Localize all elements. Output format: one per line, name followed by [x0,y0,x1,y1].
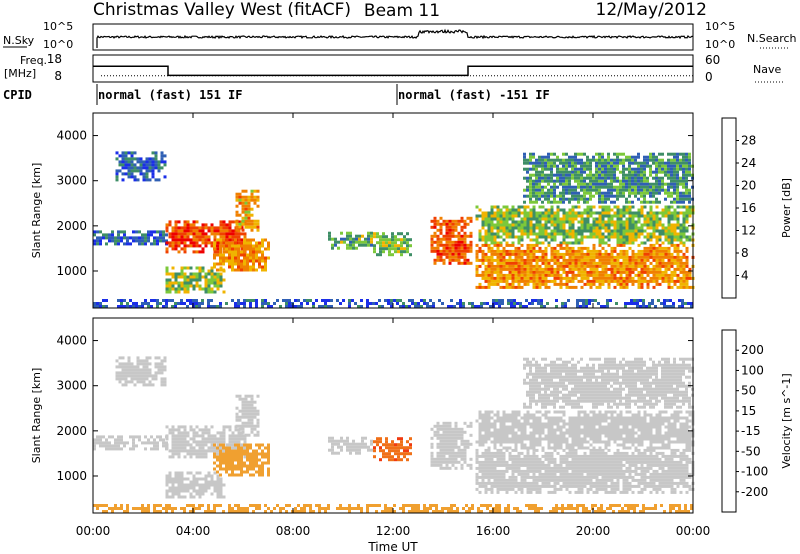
colorbar-tick-label: 16 [741,201,756,215]
colorbar-tick-label: 8 [741,246,749,260]
velocity-y-ticks: 1000 2000 3000 4000 [56,334,693,483]
echo-region [235,189,260,232]
cpid-segment-label: normal (fast) 151 IF [98,88,243,102]
freq-label: Freq. [20,54,47,67]
echo-region [213,443,270,477]
colorbar-frame [721,117,737,299]
x-tick-label: 08:00 [276,524,311,538]
velocity-echoes [93,356,695,513]
colorbar-tick-label: 200 [741,343,764,357]
y-tick-label: 4000 [56,129,87,143]
nave-tick-top: 60 [705,53,720,67]
velocity-colorbar: 200 100 50 15 -15 -50 -100 -200 [721,329,768,513]
echo-region [328,231,373,250]
echo-region [213,238,270,272]
freq-panel-frame [92,54,694,83]
echo-region [93,230,168,246]
nsky-trace [96,28,694,48]
cpid-segments: normal (fast) 151 IF normal (fast) -151 I… [96,84,550,105]
colorbar-tick-label: -50 [741,444,761,458]
freq-unit: [MHz] [4,67,36,80]
x-tick-label: 12:00 [376,524,411,538]
colorbar-tick-label: 15 [741,404,756,418]
colorbar-tick-label: -15 [741,424,761,438]
freq-trace [93,65,693,77]
nave-label: Nave [753,63,781,76]
x-tick-label: 20:00 [576,524,611,538]
chart-title: Christmas Valley West (fitACF) [93,0,351,20]
nsearch-label: N.Search [747,32,797,45]
x-tick-label: 00:00 [76,524,111,538]
echo-region [475,205,695,245]
nsky-tick-bottom: 10^0 [43,38,73,51]
x-tick-label: 16:00 [476,524,511,538]
x-axis-ticks: 00:00 04:00 08:00 12:00 16:00 20:00 00:00 [76,113,711,538]
y-tick-label: 1000 [56,264,87,278]
echo-region [475,448,695,494]
echo-region [328,436,373,455]
echo-region [475,243,695,289]
nave-tick-bottom: 0 [705,70,713,84]
cpid-segment-label: normal (fast) -151 IF [398,88,550,102]
echo-region [475,410,695,450]
velocity-y-axis-label: Slant Range [km] [30,368,43,464]
nsearch-tick-bottom: 10^0 [705,38,735,51]
power-y-axis-label: Slant Range [km] [30,163,43,259]
echo-region [373,437,412,462]
date-label: 12/May/2012 [596,0,708,20]
colorbar-tick-label: 50 [741,384,756,398]
velocity-colorbar-label: Velocity [m s^-1] [780,373,793,468]
freq-tick-bottom: 8 [54,69,62,83]
colorbar-tick-label: 20 [741,179,756,193]
nsky-tick-top: 10^5 [43,20,73,33]
nsky-label: N.Sky [3,34,35,47]
colorbar-tick-label: 4 [741,269,749,283]
echo-region [430,421,473,470]
colorbar-tick-label: -100 [741,465,768,479]
y-tick-label: 3000 [56,174,87,188]
echo-region [373,232,412,257]
echo-region [523,152,694,204]
x-axis-label: Time UT [367,540,418,554]
y-tick-label: 2000 [56,219,87,233]
power-echoes [93,151,695,308]
power-y-ticks: 1000 2000 3000 4000 [56,129,693,278]
nsky-panel-frame [92,23,694,51]
colorbar-frame [721,329,737,513]
echo-region [115,151,167,182]
power-colorbar: 28 24 20 16 12 8 4 [721,117,756,299]
freq-tick-top: 18 [47,52,62,66]
power-colorbar-label: Power [dB] [780,178,793,238]
echo-region [93,504,693,513]
beam-label: Beam 11 [364,1,440,21]
colorbar-tick-label: 28 [741,134,756,148]
echo-region [235,394,260,437]
colorbar-tick-label: 12 [741,224,756,238]
echo-region [523,357,694,409]
echo-region [165,220,247,254]
x-tick-label: 00:00 [676,524,711,538]
colorbar-tick-label: -200 [741,485,768,499]
y-tick-label: 3000 [56,379,87,393]
echo-region [165,471,226,499]
cpid-label: CPID [3,88,32,102]
echo-region [93,299,693,308]
echo-region [93,435,168,451]
nsearch-tick-top: 10^5 [705,20,735,33]
y-tick-label: 4000 [56,334,87,348]
colorbar-tick-label: 100 [741,363,764,377]
colorbar-tick-label: 24 [741,156,756,170]
x-tick-label: 04:00 [176,524,211,538]
y-tick-label: 2000 [56,424,87,438]
y-tick-label: 1000 [56,469,87,483]
echo-region [430,216,473,265]
echo-region [115,356,167,387]
